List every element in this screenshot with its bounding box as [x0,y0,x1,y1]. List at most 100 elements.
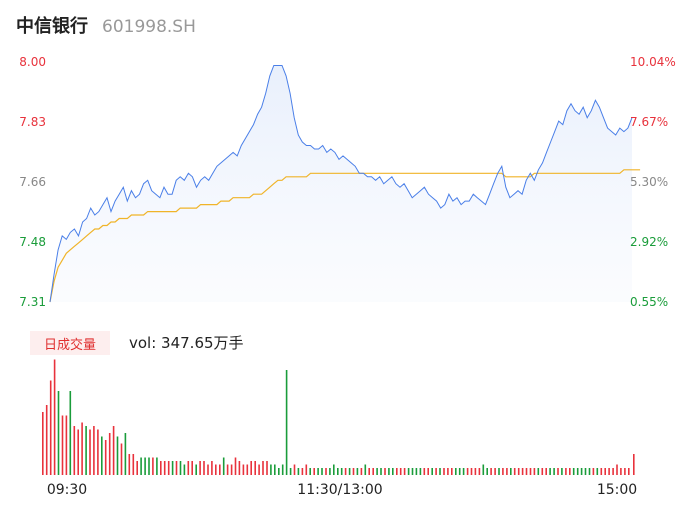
volume-bar [281,464,284,475]
volume-bar [423,468,426,475]
volume-bar [42,412,44,475]
volume-bar [498,468,500,475]
volume-bar [376,468,378,475]
volume-bar [289,468,292,475]
volume-bar [384,468,386,475]
volume-bar [140,457,142,475]
volume-bar [580,468,583,475]
volume-bar [191,461,193,475]
volume-bar [356,468,359,475]
volume-bar [293,464,296,475]
volume-bar [553,468,555,475]
volume-bar [337,468,339,475]
volume-bar [163,461,166,475]
volume-bar [411,468,414,475]
volume-bar [238,461,241,475]
volume-bar [69,391,72,475]
volume-bar [466,468,469,475]
volume-bar [541,468,544,475]
y-right-tick-label: 5.30% [630,175,668,189]
volume-bar [104,440,107,475]
volume-bar [399,468,402,475]
volume-bar [93,426,95,475]
volume-bar [266,461,268,475]
volume-bar [89,429,91,475]
volume-bar [333,464,335,475]
volume-bar [254,461,256,475]
volume-bar [458,468,461,475]
volume-bar [262,461,264,475]
volume-bar [462,468,465,475]
volume-bar [73,426,76,475]
volume-bar [278,468,280,475]
volume-bar [321,468,323,475]
volume-bar [506,468,508,475]
volume-bar [219,464,221,475]
volume-bar [301,468,304,475]
volume-bar [604,468,606,475]
price-line [49,65,633,303]
volume-bar [549,468,551,475]
volume-bar [494,468,496,475]
volume-bar [525,468,528,475]
volume-bar [616,464,618,475]
avg-price-line [49,169,641,303]
stock-header: 中信银行 601998.SH [16,12,196,40]
volume-bar [317,468,319,475]
volume-bar [340,468,343,475]
volume-bar [97,429,99,475]
volume-bar [222,457,225,475]
volume-bar [195,464,197,475]
y-left-tick-label: 7.31 [19,295,46,309]
volume-bar [128,454,131,475]
volume-bar [588,468,591,475]
volume-bar [565,468,567,475]
volume-bar [49,380,52,475]
volume-badge: 日成交量 [30,331,110,355]
volume-bar [226,464,229,475]
volume-bar [557,468,559,475]
volume-bar [148,457,150,475]
volume-bar [380,468,382,475]
volume-bar [61,415,64,475]
y-right-tick-label: 7.67% [630,115,668,129]
volume-bar [388,468,390,475]
volume-bar [600,468,603,475]
volume-bar [325,468,327,475]
volume-bar [309,468,311,475]
volume-bar [101,436,103,475]
volume-bar [116,436,119,475]
volume-bar [482,464,485,475]
volume-bar [305,464,308,475]
volume-bar [608,468,610,475]
volume-bar [167,461,170,475]
y-right-tick-label: 0.55% [630,295,668,309]
volume-text: vol: 347.65万手 [129,334,244,352]
volume-bar [470,468,473,475]
y-left-tick-label: 7.83 [19,115,46,129]
volume-bar [352,468,355,475]
volume-bar [250,461,252,475]
volume-bar [199,461,201,475]
volume-bar [478,468,481,475]
volume-bar [234,457,237,475]
volume-bar [561,468,563,475]
volume-bar [53,359,56,475]
volume-bar [443,468,445,475]
volume-bar [455,468,457,475]
volume-bar [572,468,575,475]
volume-bar [270,464,272,475]
volume-bar [584,468,587,475]
volume-bar [624,468,626,475]
volume-bar [156,457,158,475]
volume-bar [175,461,178,475]
volume-bar [521,468,524,475]
volume-bar [510,468,512,475]
volume-bar [415,468,418,475]
volume-bar [144,457,146,475]
volume-bar [108,433,111,475]
volume-bar [537,468,540,475]
volume-bar [364,464,367,475]
volume-bar [45,405,48,475]
